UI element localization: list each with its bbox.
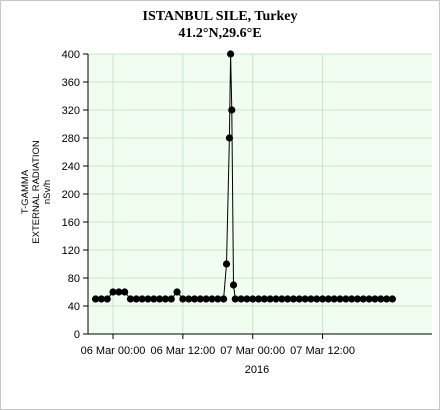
x-tick-label: 06 Mar 00:00 [81,345,146,357]
data-point [173,288,181,296]
data-point [237,295,245,303]
x-tick-label: 07 Mar 12:00 [290,345,355,357]
y-tick-label: 400 [62,49,80,61]
chart-title: ISTANBUL SILE, Turkey [143,9,298,24]
data-point [377,295,385,303]
gridlines [88,53,432,334]
y-tick-label: 160 [62,217,80,229]
x-tick-label: 07 Mar 00:00 [220,345,285,357]
data-point [121,288,129,296]
data-point [138,295,146,303]
data-point [318,295,327,303]
data-point [278,295,286,303]
data-point [365,295,373,303]
data-point [150,295,158,303]
data-point [115,288,123,296]
data-point [103,295,111,303]
data-point [97,295,105,303]
data-point [371,295,379,303]
data-point [227,50,235,58]
data-point [222,260,231,268]
series-group [91,50,397,303]
data-point [225,134,234,142]
y-axis-label-line-1: T-GAMMA [20,169,31,214]
y-axis-label-line-3: nSv/h [42,180,53,204]
data-point [243,295,251,303]
y-tick-label: 0 [74,329,80,341]
y-tick-label: 360 [62,77,80,89]
data-point [260,295,268,303]
data-point [266,295,274,303]
data-point [353,295,362,303]
data-point [214,295,222,303]
data-point [144,295,152,303]
y-axis-ticks: 0 40 80 120 160 200 240 280 320 360 400 [62,49,88,341]
data-point [359,295,367,303]
x-axis-label: 2016 [245,364,269,376]
y-tick-label: 240 [62,161,80,173]
data-point [231,295,239,303]
data-point [324,295,332,303]
data-point [295,295,303,303]
data-point [229,281,238,289]
data-point [167,295,175,303]
y-tick-label: 200 [62,189,80,201]
y-axis-label-line-2: EXTERNAL RADIATION [31,140,42,244]
y-tick-label: 120 [62,245,80,257]
data-point [284,295,292,303]
data-point [301,295,309,303]
data-point [202,295,210,303]
data-point [126,295,135,303]
data-point [185,295,193,303]
data-point [307,295,315,303]
data-point [348,295,356,303]
data-point [254,295,263,303]
data-point [109,288,117,296]
data-point [289,295,298,303]
data-point [382,295,391,303]
y-tick-label: 40 [68,301,80,313]
data-point [220,295,228,303]
data-point [196,295,204,303]
y-tick-label: 80 [68,273,80,285]
y-tick-label: 320 [62,105,80,117]
data-point [336,295,344,303]
data-point [388,295,397,303]
data-point [190,295,199,303]
x-tick-label: 06 Mar 12:00 [150,345,215,357]
chart-subtitle: 41.2°N,29.6°E [178,26,261,41]
data-point [330,295,338,303]
data-point [208,295,216,303]
x-axis-ticks: 06 Mar 00:00 06 Mar 12:00 07 Mar 00:00 07 M… [81,334,355,357]
data-point [179,295,187,303]
data-point [155,295,164,303]
data-point [161,295,170,303]
data-point [342,295,350,303]
y-axis-label-group: T-GAMMA EXTERNAL RADIATION nSv/h [20,140,53,244]
data-point [249,295,257,303]
y-tick-label: 280 [62,133,80,145]
data-point [132,295,140,303]
data-point [272,295,280,303]
data-point [228,106,236,114]
data-point [91,295,100,303]
data-point [313,295,321,303]
